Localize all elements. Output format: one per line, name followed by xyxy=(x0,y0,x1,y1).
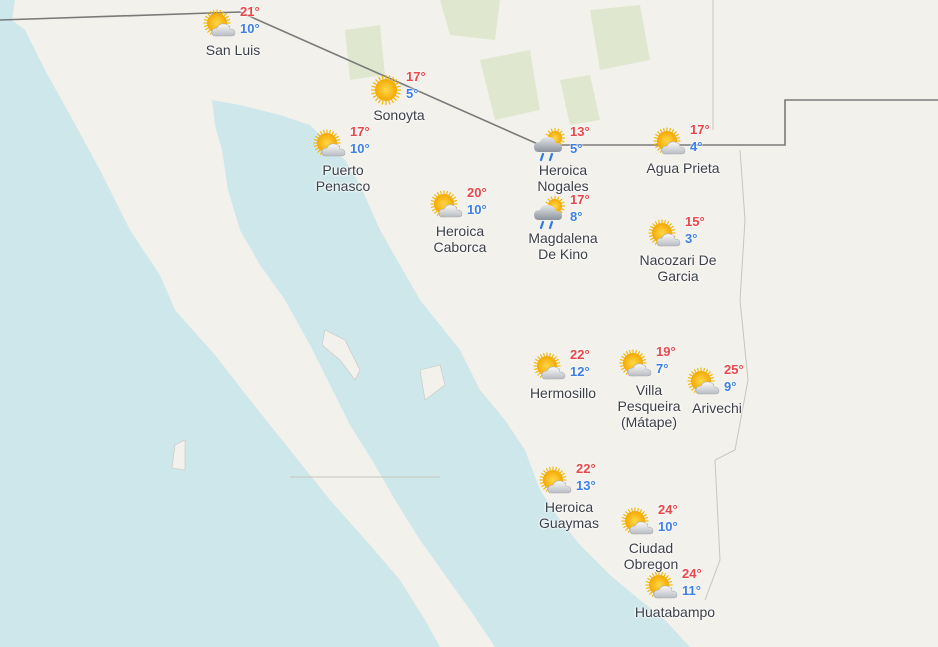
partly-cloudy-icon xyxy=(621,506,655,540)
high-temp: 13° xyxy=(570,124,590,139)
city-name-line: Ciudad xyxy=(628,540,674,556)
city-name-line: Pesqueira xyxy=(617,398,681,414)
high-temp: 24° xyxy=(682,566,702,581)
city-name-line: Caborca xyxy=(433,239,487,255)
state-borders xyxy=(290,0,749,601)
city-name-line: Arivechi xyxy=(692,400,742,416)
city-name-line: San Luis xyxy=(205,42,261,58)
low-temp: 10° xyxy=(467,202,487,217)
high-temp: 15° xyxy=(685,214,705,229)
city-name-line: Nogales xyxy=(537,178,589,194)
pacific-ocean xyxy=(0,0,440,647)
city-name[interactable]: Villa Pesqueira (Mátape) xyxy=(617,382,680,430)
city-name[interactable]: Nacozari De Garcia xyxy=(639,252,716,284)
city-name-line: Magdalena xyxy=(528,230,598,246)
islands xyxy=(171,329,446,471)
city-name[interactable]: Agua Prieta xyxy=(646,160,719,176)
high-temp: 19° xyxy=(656,344,676,359)
high-temp: 22° xyxy=(570,347,590,362)
rain-icon xyxy=(533,128,567,162)
high-temp: 17° xyxy=(406,69,426,84)
city-name-line: Heroica xyxy=(544,499,594,515)
partly-cloudy-icon xyxy=(687,366,721,400)
low-temp: 5° xyxy=(570,141,583,156)
city-name[interactable]: Arivechi xyxy=(692,400,742,416)
city-name-line: Nacozari De xyxy=(639,252,717,268)
city-name-line: Hermosillo xyxy=(529,385,597,401)
low-temp: 11° xyxy=(682,583,701,598)
city-name-line: Heroica xyxy=(538,162,588,178)
vegetation-areas xyxy=(345,0,650,125)
low-temp: 10° xyxy=(240,21,260,36)
low-temp: 7° xyxy=(656,361,669,376)
high-temp: 22° xyxy=(576,461,596,476)
city-name-line: Agua Prieta xyxy=(646,160,720,176)
partly-cloudy-icon xyxy=(533,351,567,385)
partly-cloudy-icon xyxy=(430,189,464,223)
city-name[interactable]: Heroica Guaymas xyxy=(539,499,599,531)
high-temp: 17° xyxy=(350,124,370,139)
partly-cloudy-icon xyxy=(619,348,653,382)
low-temp: 8° xyxy=(570,209,583,224)
low-temp: 5° xyxy=(406,86,419,101)
low-temp: 12° xyxy=(570,364,590,379)
city-name-line: Garcia xyxy=(657,268,699,284)
partly-cloudy-icon xyxy=(648,218,682,252)
city-name[interactable]: Huatabampo xyxy=(635,604,715,620)
city-name-line: (Mátape) xyxy=(620,414,678,430)
city-name[interactable]: Heroica Caborca xyxy=(434,223,487,255)
low-temp: 4° xyxy=(690,139,703,154)
high-temp: 17° xyxy=(570,192,590,207)
city-name[interactable]: Hermosillo xyxy=(530,385,596,401)
city-name[interactable]: Magdalena De Kino xyxy=(528,230,597,262)
city-name-line: Puerto xyxy=(322,162,364,178)
partly-cloudy-icon xyxy=(203,8,237,42)
partly-cloudy-icon xyxy=(645,570,679,604)
high-temp: 17° xyxy=(690,122,710,137)
rain-icon xyxy=(533,196,567,230)
low-temp: 3° xyxy=(685,231,698,246)
city-name[interactable]: Puerto Penasco xyxy=(316,162,370,194)
city-name-line: Heroica xyxy=(435,223,485,239)
partly-cloudy-icon xyxy=(313,128,347,162)
city-name[interactable]: Ciudad Obregon xyxy=(624,540,678,572)
city-name-line: Huatabampo xyxy=(634,604,716,620)
city-name-line: Sonoyta xyxy=(373,107,425,123)
city-name-line: Villa xyxy=(635,382,663,398)
city-name-line: Guaymas xyxy=(539,515,599,531)
high-temp: 24° xyxy=(658,502,678,517)
high-temp: 25° xyxy=(724,362,744,377)
partly-cloudy-icon xyxy=(539,465,573,499)
low-temp: 13° xyxy=(576,478,596,493)
city-name-line: Penasco xyxy=(315,178,371,194)
city-name[interactable]: Heroica Nogales xyxy=(537,162,588,194)
low-temp: 9° xyxy=(724,379,737,394)
city-name[interactable]: San Luis xyxy=(206,42,260,58)
gulf-of-california xyxy=(212,100,690,647)
sun-icon xyxy=(369,73,403,107)
low-temp: 10° xyxy=(350,141,370,156)
city-name-line: De Kino xyxy=(538,246,588,262)
city-name-line: Obregon xyxy=(623,556,679,572)
high-temp: 21° xyxy=(240,4,260,19)
high-temp: 20° xyxy=(467,185,487,200)
partly-cloudy-icon xyxy=(653,126,687,160)
low-temp: 10° xyxy=(658,519,678,534)
city-name[interactable]: Sonoyta xyxy=(373,107,424,123)
